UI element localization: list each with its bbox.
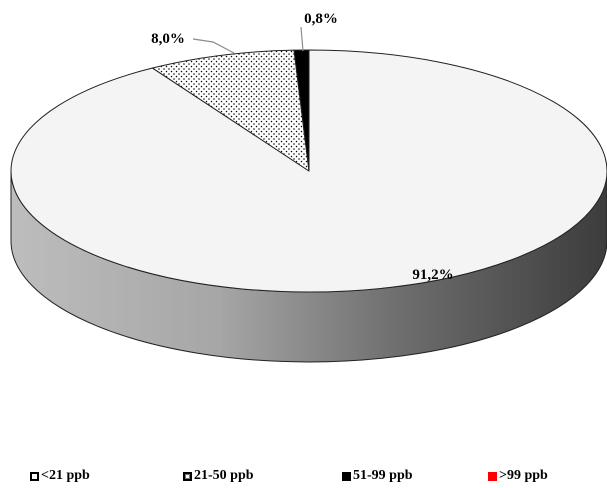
legend-label: 21-50 ppb xyxy=(194,468,254,483)
data-label: 8,0% xyxy=(151,31,185,47)
legend-item-51-99: 51-99 ppb xyxy=(342,467,413,485)
leader-line xyxy=(300,26,304,52)
slice-21-50 xyxy=(151,49,310,172)
pie-top-face xyxy=(10,49,607,293)
legend-item-gt99: >99 ppb xyxy=(488,467,548,485)
data-label: 91,2% xyxy=(412,267,453,283)
legend-label: 51-99 ppb xyxy=(353,468,413,483)
legend-label: >99 ppb xyxy=(499,468,548,483)
leader-line xyxy=(192,38,235,54)
data-labels: 91,2% 8,0% 0,8% xyxy=(151,11,454,283)
legend-swatch-dotted xyxy=(183,471,192,481)
leader-lines xyxy=(192,26,304,54)
legend-swatch-hollow xyxy=(30,471,39,481)
legend-label: <21 ppb xyxy=(41,468,90,483)
legend: <21 ppb 21-50 ppb 51-99 ppb >99 ppb xyxy=(0,467,607,485)
legend-swatch-red xyxy=(488,471,497,481)
slice-51-99 xyxy=(293,49,310,172)
legend-item-lt21: <21 ppb xyxy=(30,467,90,485)
data-label: 0,8% xyxy=(304,11,338,27)
legend-item-21-50: 21-50 ppb xyxy=(183,467,254,485)
legend-swatch-black xyxy=(342,471,351,481)
